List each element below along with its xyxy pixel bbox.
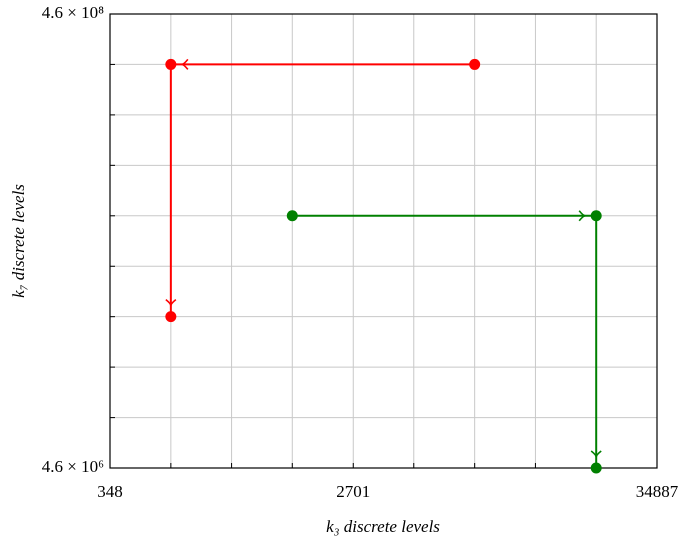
x-tick-label: 348: [97, 482, 123, 501]
y-tick-label: 4.6 × 10⁸: [42, 3, 104, 22]
x-tick-label: 2701: [336, 482, 370, 501]
x-tick-label: 34887: [636, 482, 679, 501]
point: [165, 311, 177, 323]
point: [590, 462, 602, 474]
line: [169, 63, 475, 317]
arrowhead: [590, 450, 602, 458]
line: [292, 214, 598, 468]
point: [590, 210, 602, 222]
point: [469, 58, 481, 70]
y-tick-label: 4.6 × 10⁶: [42, 457, 104, 476]
point: [286, 210, 298, 222]
y-axis-title: k₇ discrete levels: [9, 184, 28, 298]
plot-frame: [109, 13, 658, 469]
point: [165, 58, 177, 70]
x-axis-title: k₃ discrete levels: [326, 517, 440, 536]
